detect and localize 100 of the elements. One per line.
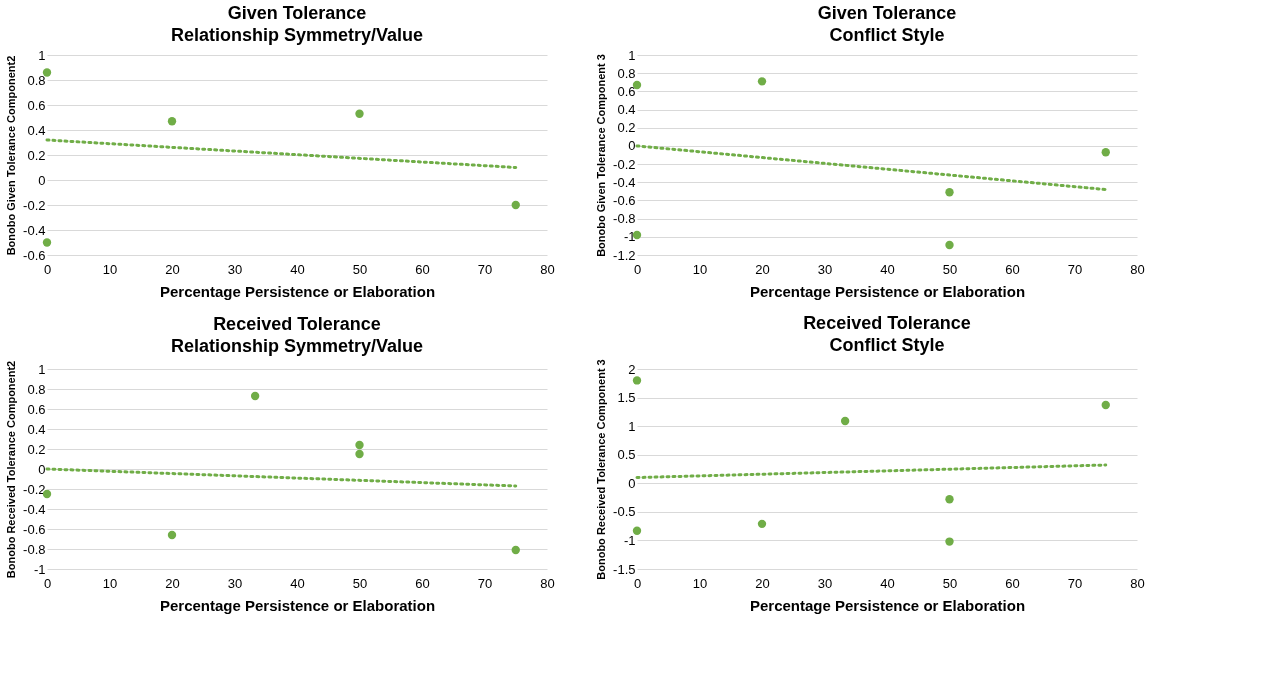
point bbox=[945, 537, 954, 546]
y-tick-label: 0.4 bbox=[617, 102, 636, 118]
y-tick-label: 0.4 bbox=[27, 421, 46, 437]
x-tick-label: 10 bbox=[692, 575, 708, 591]
point bbox=[355, 440, 364, 450]
x-tick-label: 10 bbox=[102, 575, 118, 591]
chart-title: Given Tolerance bbox=[817, 3, 957, 23]
chart-subtitle: Relationship Symmetry/Value bbox=[170, 25, 424, 45]
x-tick-label: 30 bbox=[817, 261, 833, 277]
point bbox=[840, 416, 850, 426]
chart-title: Received Tolerance bbox=[803, 312, 971, 333]
x-tick-label: 60 bbox=[1005, 575, 1020, 591]
x-tick-label: 40 bbox=[880, 575, 895, 591]
x-tick-label: 40 bbox=[880, 261, 895, 277]
x-tick-label: 50 bbox=[352, 575, 368, 591]
chart-subtitle: Conflict Style bbox=[829, 25, 945, 45]
point bbox=[42, 68, 52, 77]
y-tick-label: -0.6 bbox=[613, 192, 636, 208]
x-axis-title: Percentage Persistence or Elaboration bbox=[159, 596, 436, 614]
y-tick-label: 0.2 bbox=[27, 147, 46, 163]
point bbox=[511, 545, 520, 555]
x-axis-title: Percentage Persistence or Elaboration bbox=[159, 282, 436, 300]
x-tick-label: 80 bbox=[1130, 575, 1145, 591]
y-tick-label: -0.8 bbox=[23, 541, 46, 557]
point bbox=[945, 188, 954, 197]
point bbox=[945, 240, 954, 250]
x-tick-label: 10 bbox=[692, 261, 708, 277]
y-tick-label: 1 bbox=[38, 47, 46, 63]
point bbox=[1101, 400, 1110, 410]
point bbox=[355, 109, 364, 118]
x-tick-label: 80 bbox=[540, 261, 555, 277]
y-tick-label: -0.4 bbox=[23, 222, 46, 238]
point bbox=[250, 391, 260, 401]
y-tick-label: 0.6 bbox=[617, 83, 636, 99]
x-tick-label: 30 bbox=[817, 575, 833, 591]
y-axis-title: Bonobo Given Tolerance Component 3 bbox=[595, 54, 608, 257]
y-tick-label: 0 bbox=[38, 172, 46, 188]
x-axis-title: Percentage Persistence or Elaboration bbox=[749, 282, 1026, 300]
y-tick-label: -0.8 bbox=[613, 211, 636, 227]
point bbox=[511, 200, 520, 210]
y-axis-title: Bonobo Received Tolerance Component 3 bbox=[595, 359, 608, 580]
x-tick-label: 20 bbox=[165, 575, 180, 591]
y-tick-label: -0.4 bbox=[613, 174, 636, 190]
point bbox=[1101, 148, 1110, 157]
point bbox=[167, 530, 177, 540]
x-tick-label: 10 bbox=[102, 261, 118, 277]
x-tick-label: 60 bbox=[415, 261, 430, 277]
x-tick-label: 40 bbox=[290, 575, 305, 591]
y-tick-label: -1.2 bbox=[613, 247, 636, 263]
y-tick-label: 0 bbox=[628, 138, 636, 154]
y-tick-label: -0.6 bbox=[23, 521, 46, 537]
y-tick-label: 2 bbox=[628, 361, 636, 377]
x-tick-label: 80 bbox=[1130, 261, 1145, 277]
y-tick-label: -0.2 bbox=[23, 481, 46, 497]
x-tick-label: 70 bbox=[1067, 261, 1083, 277]
y-tick-label: -1 bbox=[623, 229, 636, 245]
chart-title: Received Tolerance bbox=[213, 314, 381, 335]
y-tick-label: 0.8 bbox=[617, 65, 636, 81]
y-tick-label: -1 bbox=[623, 532, 636, 548]
x-tick-label: 70 bbox=[477, 261, 493, 277]
chart-subtitle: Conflict Style bbox=[829, 334, 945, 355]
x-tick-label: 50 bbox=[352, 261, 368, 277]
x-tick-label: 60 bbox=[415, 575, 430, 591]
y-tick-label: -0.2 bbox=[613, 156, 636, 172]
y-tick-label: 0 bbox=[628, 475, 636, 491]
x-tick-label: 20 bbox=[755, 575, 770, 591]
point bbox=[42, 238, 52, 247]
x-tick-label: 30 bbox=[227, 575, 243, 591]
y-tick-label: -0.4 bbox=[23, 501, 46, 517]
point bbox=[167, 117, 177, 126]
point bbox=[632, 526, 642, 535]
y-tick-label: 0 bbox=[38, 461, 46, 477]
y-tick-label: 0.2 bbox=[617, 120, 636, 136]
x-axis-title: Percentage Persistence or Elaboration bbox=[749, 596, 1026, 614]
y-tick-label: 1 bbox=[628, 418, 636, 434]
y-tick-label: -1.5 bbox=[613, 561, 636, 577]
point bbox=[757, 77, 767, 86]
y-axis-title: Bonobo Received Tolerance Component2 bbox=[5, 360, 18, 579]
x-tick-label: 40 bbox=[290, 261, 305, 277]
point bbox=[945, 495, 954, 504]
y-tick-label: -0.6 bbox=[23, 247, 46, 263]
x-tick-label: 80 bbox=[540, 575, 555, 591]
x-tick-label: 20 bbox=[755, 261, 770, 277]
x-tick-label: 60 bbox=[1005, 261, 1020, 277]
x-tick-label: 30 bbox=[227, 261, 243, 277]
x-tick-label: 50 bbox=[942, 575, 958, 591]
y-tick-label: -1 bbox=[33, 561, 46, 577]
y-tick-label: -0.5 bbox=[613, 504, 636, 520]
point bbox=[757, 519, 767, 529]
y-tick-label: 0.6 bbox=[27, 97, 46, 113]
x-tick-label: 50 bbox=[942, 261, 958, 277]
x-tick-label: 70 bbox=[1067, 575, 1083, 591]
y-tick-label: 0.8 bbox=[27, 381, 46, 397]
y-tick-label: 0.5 bbox=[617, 447, 636, 463]
y-tick-label: 1 bbox=[628, 47, 636, 63]
y-tick-label: 0.6 bbox=[27, 401, 46, 417]
y-tick-label: -0.2 bbox=[23, 197, 46, 213]
x-tick-label: 20 bbox=[165, 261, 180, 277]
chart-title: Given Tolerance bbox=[227, 3, 367, 23]
y-tick-label: 0.2 bbox=[27, 441, 46, 457]
